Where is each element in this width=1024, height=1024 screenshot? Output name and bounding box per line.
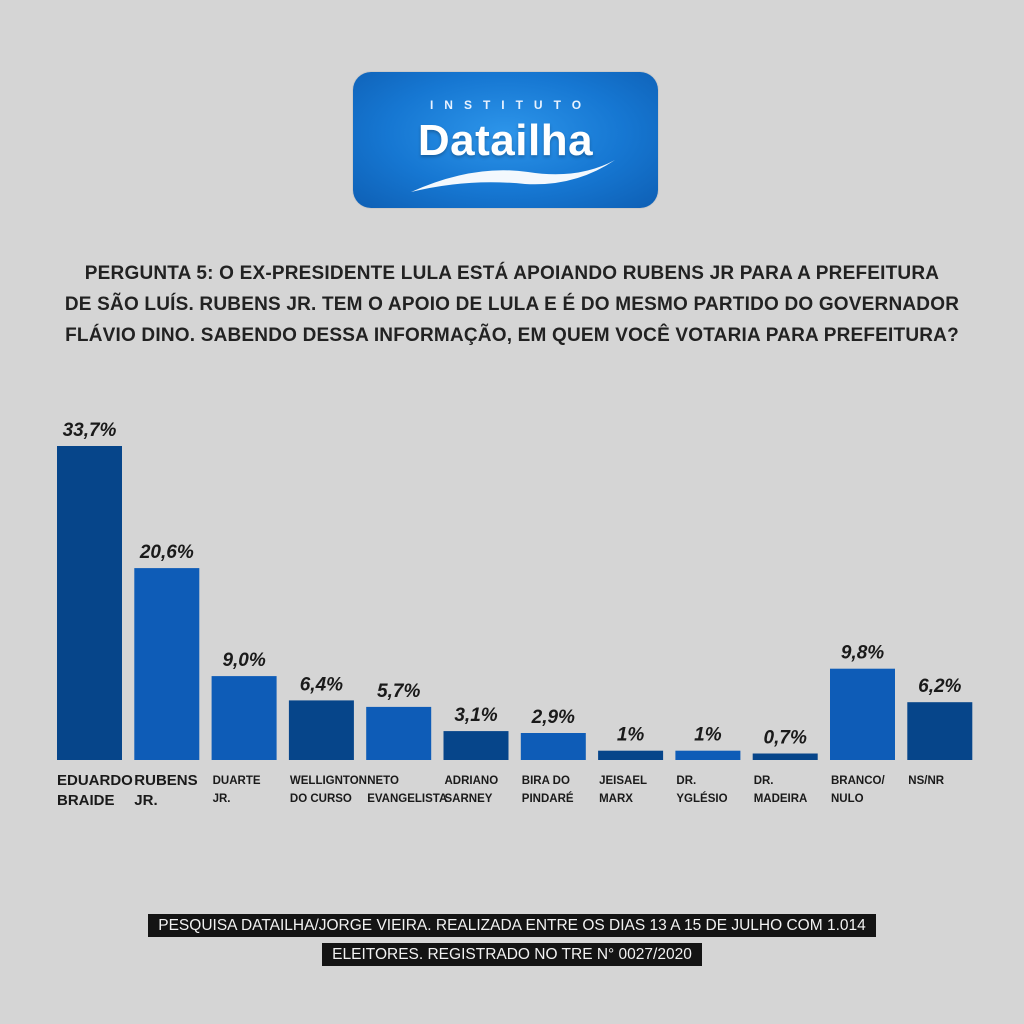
bar (520, 733, 586, 760)
bar-value-label: 6,2% (918, 676, 961, 697)
category-label: YGLÉSIO (676, 792, 727, 805)
category-label: NS/NR (908, 775, 944, 787)
category-label: DUARTE (213, 775, 261, 787)
category-label: DR. (676, 775, 696, 787)
bar-value-label: 1% (694, 725, 722, 746)
bar-value-label: 6,4% (300, 674, 343, 695)
category-label: MARX (599, 793, 633, 805)
bar (675, 750, 741, 760)
bar (134, 568, 200, 760)
category-label: WELLIGNTON (290, 775, 367, 787)
bar-value-label: 5,7% (377, 681, 420, 702)
footer-note: PESQUISA DATAILHA/JORGE VIEIRA. REALIZAD… (134, 911, 890, 969)
bar-value-label: 20,6% (139, 542, 194, 563)
question-line: DE SÃO LUÍS. RUBENS JR. TEM O APOIO DE L… (64, 294, 960, 315)
category-label: ADRIANO (445, 775, 499, 787)
category-label: RUBENS (134, 772, 197, 789)
category-label: JEISAEL (599, 775, 647, 787)
category-label: PINDARÉ (522, 792, 574, 805)
category-label: BIRA DO (522, 775, 570, 787)
category-label: SARNEY (445, 793, 493, 805)
bar (366, 706, 432, 760)
category-label: MADEIRA (754, 793, 808, 805)
category-label: DR. (754, 775, 774, 787)
logo-top-text: INSTITUTO (429, 98, 593, 112)
bar-chart: 33,7% EDUARDO BRAIDE 20,6% RUBENS JR. 9,0% DUAR… (57, 420, 973, 809)
category-label: EVANGELISTA (367, 793, 447, 805)
bar-value-label: 9,0% (222, 650, 265, 671)
footer-text: PESQUISA DATAILHA/JORGE VIEIRA. REALIZAD… (148, 914, 876, 966)
category-label: NETO (367, 775, 399, 787)
category-label: EDUARDO (57, 772, 133, 789)
bar-value-label: 33,7% (63, 420, 117, 441)
logo-wave-icon (411, 160, 615, 192)
bar (830, 668, 895, 760)
category-label: BRAIDE (57, 792, 115, 809)
question-text: PERGUNTA 5: O EX-PRESIDENTE LULA ESTÁ AP… (40, 258, 984, 351)
bar-value-label: 2,9% (531, 707, 575, 728)
bar (57, 446, 122, 760)
category-label: BRANCO/ (831, 775, 885, 787)
question-line: PERGUNTA 5: O EX-PRESIDENTE LULA ESTÁ AP… (84, 263, 940, 284)
bar-value-label: 9,8% (841, 643, 884, 664)
bar (752, 753, 818, 760)
bar (211, 676, 277, 760)
category-label: NULO (831, 793, 864, 805)
bar (288, 700, 354, 760)
bar (443, 731, 509, 760)
category-label: JR. (213, 793, 231, 805)
question-line: FLÁVIO DINO. SABENDO DESSA INFORMAÇÃO, E… (65, 325, 959, 346)
bar (598, 750, 664, 760)
category-label: JR. (134, 792, 157, 809)
bar-value-label: 3,1% (454, 705, 497, 726)
bar-value-label: 1% (617, 725, 645, 746)
institute-logo: INSTITUTO Datailha (353, 72, 658, 208)
bar (907, 702, 973, 760)
bar-value-label: 0,7% (764, 728, 807, 749)
logo-main-text: Datailha (417, 116, 594, 165)
category-label: DO CURSO (290, 793, 352, 805)
